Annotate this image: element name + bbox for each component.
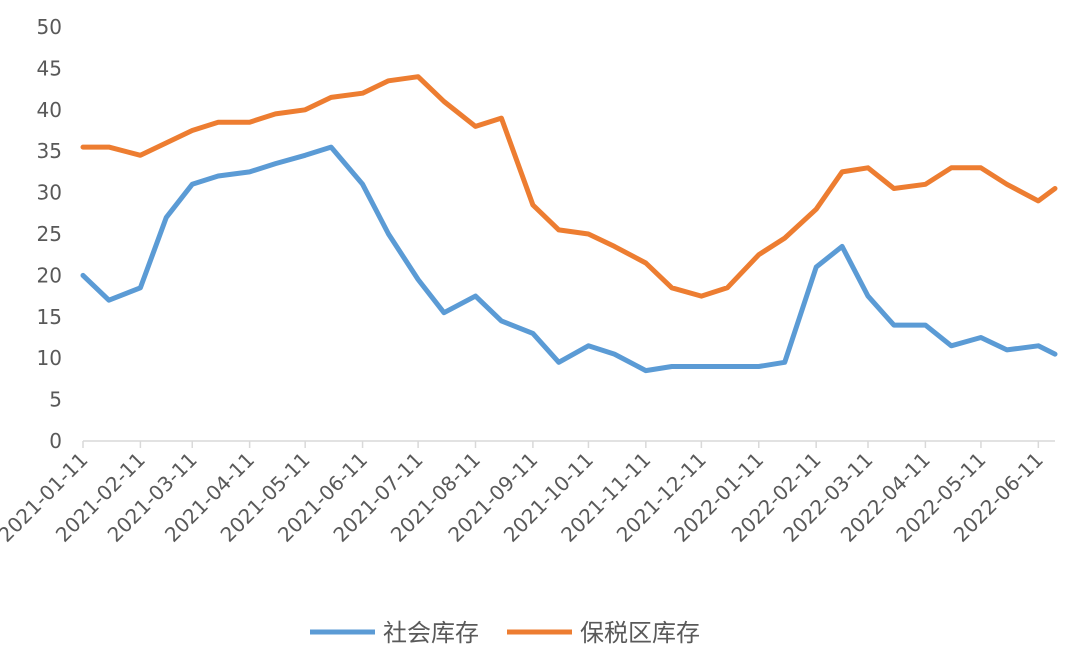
y-tick-label: 5 [49, 388, 62, 412]
y-tick-label: 20 [37, 263, 62, 287]
series-line-bonded-inventory [80, 74, 1058, 299]
y-tick-label: 50 [37, 15, 62, 39]
y-tick-label: 35 [37, 139, 62, 163]
y-tick-label: 45 [37, 56, 62, 80]
legend-label-social-inventory: 社会库存 [383, 619, 479, 647]
y-tick-label: 0 [49, 429, 62, 453]
series-lines [80, 74, 1058, 374]
y-tick-label: 25 [37, 222, 62, 246]
y-axis-ticks: 0 5 10 15 20 25 30 35 40 45 50 [37, 15, 62, 453]
y-tick-label: 10 [37, 346, 62, 370]
y-tick-label: 40 [37, 98, 62, 122]
legend: 社会库存 保税区库存 [310, 619, 700, 647]
series-line-social-inventory [80, 144, 1058, 374]
y-tick-label: 15 [37, 305, 62, 329]
x-axis-ticks: 2021-01-112021-02-112021-03-112021-04-11… [0, 441, 1048, 547]
y-tick-label: 30 [37, 181, 62, 205]
legend-label-bonded-inventory: 保税区库存 [580, 619, 700, 647]
